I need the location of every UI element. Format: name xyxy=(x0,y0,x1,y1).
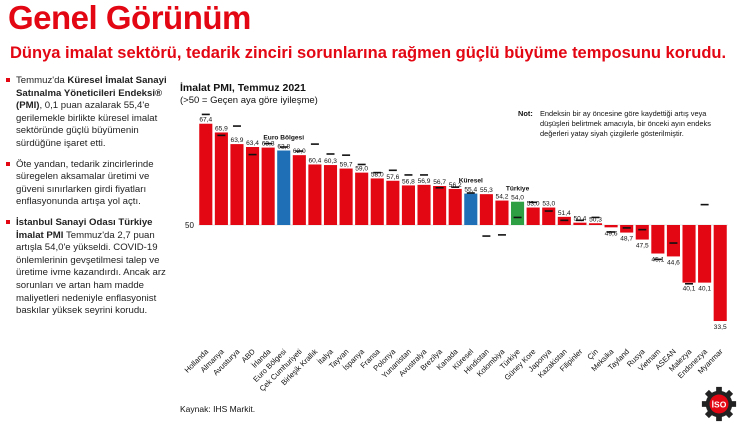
value-label: 65,9 xyxy=(215,125,228,132)
highlight-label: Küresel xyxy=(459,178,483,185)
bullet-item: İstanbul Sanayi Odası Türkiye İmalat PMI… xyxy=(6,217,172,318)
bullet-list: Temmuz'da Küresel İmalat Sanayi Satınalm… xyxy=(6,75,172,326)
bullet-item: Öte yandan, tedarik zincirlerinde sürege… xyxy=(6,159,172,209)
value-label: 60,3 xyxy=(324,158,337,165)
bar xyxy=(495,200,509,225)
chart-title: İmalat PMI, Temmuz 2021 xyxy=(180,82,306,94)
bullet-rest: Temmuz'da 2,7 puan artışla 54,0'e yüksel… xyxy=(16,229,166,317)
value-label: 50,4 xyxy=(573,216,586,223)
value-label: 53,0 xyxy=(542,201,555,208)
bullet-rest: , 0,1 puan azalarak 55,4'e gerilemekle b… xyxy=(16,100,158,149)
bar xyxy=(511,201,525,225)
baseline-label: 50 xyxy=(185,221,194,230)
bar xyxy=(433,186,447,225)
value-label: 40,1 xyxy=(683,286,696,293)
bar xyxy=(666,225,680,257)
bar xyxy=(214,132,228,225)
value-label: 63,3 xyxy=(262,141,275,148)
bar xyxy=(542,207,556,225)
bar xyxy=(199,123,213,225)
bar xyxy=(604,225,618,228)
value-label: 67,4 xyxy=(199,117,212,124)
bar xyxy=(339,168,353,225)
value-label: 40,1 xyxy=(698,286,711,293)
value-label: 56,8 xyxy=(402,178,415,185)
highlight-label: Euro Bölgesi xyxy=(263,135,304,142)
bar xyxy=(588,223,603,225)
chart-subtitle: (>50 = Geçen aya göre iyileşme) xyxy=(180,95,318,106)
value-label: 45,1 xyxy=(651,257,664,264)
bar xyxy=(230,144,244,225)
value-label: 63,4 xyxy=(246,140,259,147)
bar xyxy=(355,172,369,225)
bar xyxy=(401,185,415,225)
bar xyxy=(526,207,540,225)
bullet-item: Temmuz'da Küresel İmalat Sanayi Satınalm… xyxy=(6,75,172,151)
highlight-label: Türkiye xyxy=(506,186,530,193)
value-label: 50,3 xyxy=(589,216,602,223)
value-label: 62,8 xyxy=(277,144,290,151)
value-label: 63,9 xyxy=(231,137,244,144)
bar xyxy=(713,225,727,322)
bar xyxy=(479,194,493,225)
bullet-marker xyxy=(6,161,10,166)
bar xyxy=(464,193,478,225)
bar xyxy=(277,150,291,225)
bar xyxy=(292,155,306,225)
value-label: 54,0 xyxy=(511,195,524,202)
value-label: 55,4 xyxy=(464,187,477,194)
bar xyxy=(698,225,712,283)
page-subtitle: Dünya imalat sektörü, tedarik zinciri so… xyxy=(10,44,727,62)
value-label: 51,4 xyxy=(558,210,571,217)
value-label: 54,2 xyxy=(496,194,509,201)
bar xyxy=(308,164,322,225)
bar xyxy=(261,147,275,225)
value-label: 59,0 xyxy=(355,166,368,173)
bullet-bold: Küresel İmalat Sanayi Satınalma Yönetici… xyxy=(16,75,167,112)
value-label: 56,2 xyxy=(449,182,462,189)
bar xyxy=(323,165,338,225)
bullet-marker xyxy=(6,78,10,82)
bar xyxy=(246,147,260,225)
bar xyxy=(386,180,400,225)
source-note: Kaynak: IHS Markit. xyxy=(180,404,256,414)
note-label: Not: xyxy=(518,109,533,118)
bar xyxy=(620,225,634,233)
bar xyxy=(448,188,462,225)
bar xyxy=(635,225,649,240)
value-label: 48,7 xyxy=(620,236,633,243)
bar xyxy=(651,225,665,254)
value-label: 57,6 xyxy=(386,174,399,181)
bullet-lead: Temmuz'da xyxy=(16,75,68,86)
bullet-marker xyxy=(6,219,10,224)
value-label: 60,4 xyxy=(308,157,321,164)
value-label: 49,6 xyxy=(605,230,618,237)
page-title: Genel Görünüm xyxy=(8,0,251,36)
chart-note: Not: Endeksin bir ay öncesine göre kayde… xyxy=(518,109,734,139)
value-label: 58,0 xyxy=(371,171,384,178)
value-label: 62,0 xyxy=(293,148,306,155)
value-label: 55,3 xyxy=(480,187,493,194)
bar xyxy=(417,184,431,225)
value-label: 33,5 xyxy=(714,324,727,331)
bullet-bold: İstanbul Sanayi Odası Türkiye İmalat PMI xyxy=(16,216,153,241)
value-label: 56,7 xyxy=(433,179,446,186)
value-label: 56,9 xyxy=(418,178,431,185)
bullet-lead: Öte yandan, tedarik zincirlerinde sürege… xyxy=(16,158,154,208)
note-text: Endeksin bir ay öncesine göre kaydettiği… xyxy=(540,109,711,138)
bar xyxy=(573,222,587,225)
bar xyxy=(682,225,696,283)
logo-text: İSO xyxy=(712,399,727,409)
bar xyxy=(370,178,384,225)
value-label: 47,5 xyxy=(636,243,649,250)
iso-logo: İSO xyxy=(701,386,737,422)
value-label: 53,0 xyxy=(527,201,540,208)
value-label: 59,7 xyxy=(340,162,353,169)
value-label: 44,6 xyxy=(667,259,680,266)
